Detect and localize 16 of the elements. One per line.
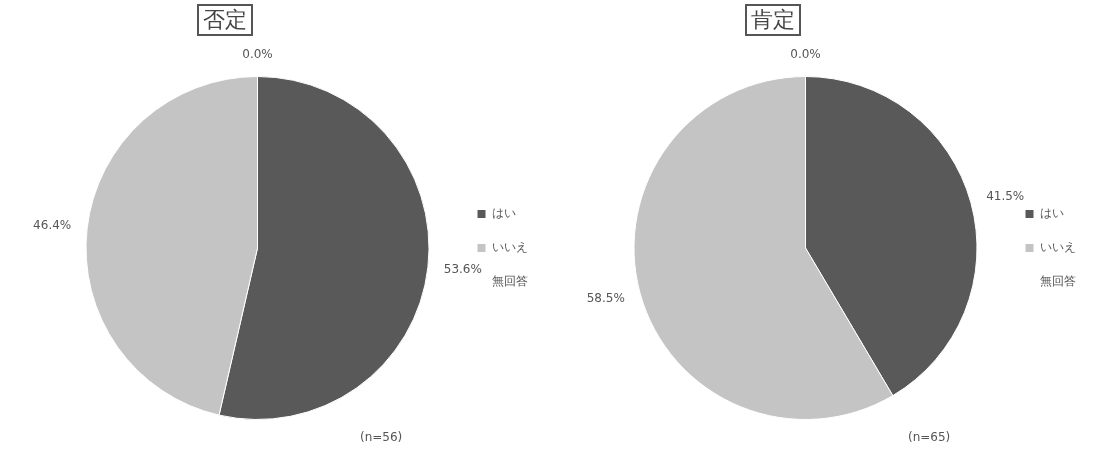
text: (n=65): [908, 430, 951, 444]
legend-label: はい: [1040, 206, 1064, 221]
data-label: 46.4%: [33, 218, 72, 233]
legend-label: いいえ: [492, 240, 528, 255]
category-label: 無回答: [1040, 274, 1076, 289]
text: 0.0%: [790, 46, 821, 61]
data-label: 53.6%: [443, 261, 482, 276]
text: (n=56): [360, 430, 403, 444]
text: 0.0%: [242, 46, 273, 61]
legend-label: いいえ: [1040, 240, 1076, 255]
chart-title: 肯定: [745, 4, 801, 36]
category-label: 無回答: [492, 274, 528, 289]
data-label: 58.5%: [586, 291, 625, 306]
legend-label: はい: [492, 206, 516, 221]
chart-title: 否定: [197, 4, 253, 36]
data-label: 41.5%: [986, 189, 1025, 204]
